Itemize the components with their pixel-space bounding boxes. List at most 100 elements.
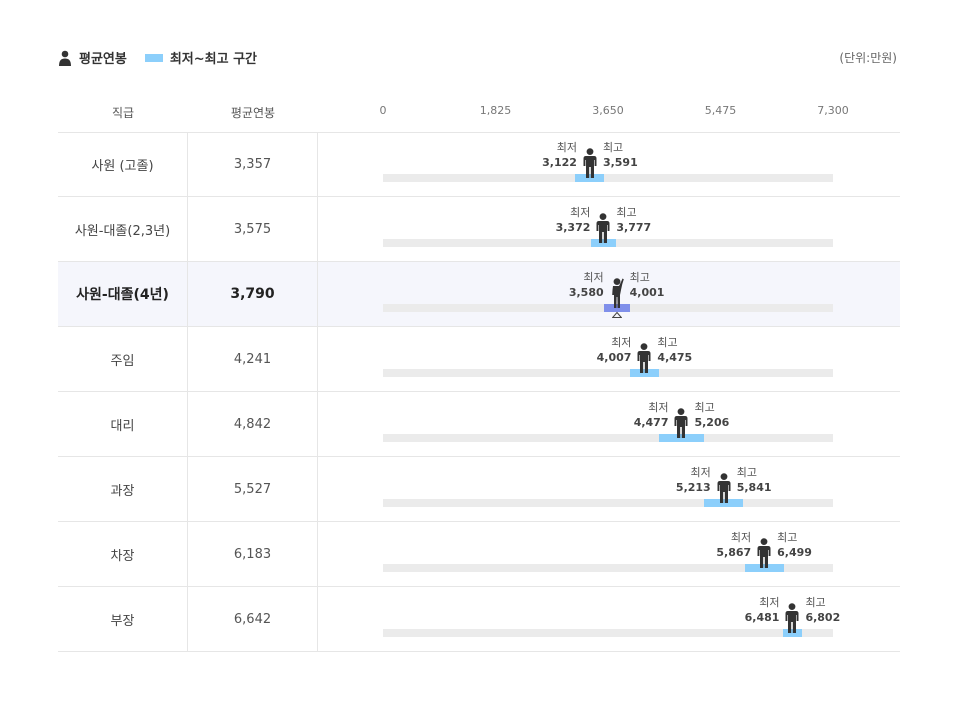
table-header: 직급 평균연봉 0 1,825 3,650 5,475 7,300 bbox=[58, 96, 900, 133]
range-track bbox=[383, 369, 833, 377]
range-track bbox=[383, 629, 833, 637]
range-track bbox=[383, 434, 833, 442]
avg-salary-cell: 4,842 bbox=[188, 392, 318, 456]
max-value: 5,841 bbox=[736, 481, 772, 494]
grade-cell: 대리 bbox=[58, 392, 188, 456]
person-icon bbox=[596, 213, 610, 243]
min-caption: 최저 bbox=[570, 206, 591, 219]
person-icon bbox=[785, 603, 799, 633]
max-salary-label: 최고 5,841 bbox=[737, 465, 772, 495]
min-value: 3,122 bbox=[542, 156, 577, 169]
min-max-range-bar bbox=[630, 369, 659, 377]
max-caption: 최고 bbox=[805, 596, 826, 609]
max-value: 6,499 bbox=[777, 546, 812, 559]
min-max-range-bar bbox=[658, 434, 704, 442]
min-max-range-bar bbox=[782, 629, 803, 637]
person-icon bbox=[583, 148, 597, 178]
min-salary-label: 최저 4,477 bbox=[634, 400, 669, 430]
table-row: 사원 (고졸) 3,357 최저 3,122 최고 3,591 bbox=[58, 132, 900, 197]
min-max-range-bar bbox=[704, 499, 744, 507]
person-icon bbox=[637, 343, 651, 373]
header-grade: 직급 bbox=[111, 106, 135, 120]
max-value: 3,777 bbox=[616, 221, 652, 234]
max-salary-label: 최고 3,591 bbox=[603, 140, 638, 170]
table-row: 주임 4,241 최저 4,007 최고 4,475 bbox=[58, 327, 900, 392]
min-max-range-bar bbox=[575, 174, 605, 182]
x-tick-label: 7,300 bbox=[817, 104, 849, 117]
table-row: 과장 5,527 최저 5,213 최고 5,841 bbox=[58, 457, 900, 522]
x-tick-label: 1,825 bbox=[479, 104, 512, 117]
min-salary-label: 최저 5,867 bbox=[716, 530, 751, 560]
max-caption: 최고 bbox=[657, 336, 678, 349]
legend-range-label: 최저~최고 구간 bbox=[169, 52, 258, 67]
min-salary-label: 최저 3,372 bbox=[556, 205, 591, 235]
min-value: 5,213 bbox=[675, 481, 711, 494]
min-caption: 최저 bbox=[648, 401, 669, 414]
avg-salary-cell: 3,790 bbox=[188, 262, 318, 326]
table-row: 차장 6,183 최저 5,867 최고 6,499 bbox=[58, 522, 900, 587]
min-value: 4,007 bbox=[596, 351, 632, 364]
header-avg-salary: 평균연봉 bbox=[230, 106, 276, 120]
table-row: 부장 6,642 최저 6,481 최고 6,802 bbox=[58, 587, 900, 652]
person-icon bbox=[757, 538, 771, 568]
max-value: 5,206 bbox=[694, 416, 730, 429]
max-caption: 최고 bbox=[616, 206, 637, 219]
max-value: 6,802 bbox=[805, 611, 841, 624]
table-row: 사원-대졸(4년) 3,790 최저 3,580 최고 4,001 bbox=[58, 262, 900, 327]
person-icon bbox=[674, 408, 688, 438]
min-max-range-bar bbox=[590, 239, 616, 247]
max-caption: 최고 bbox=[736, 466, 757, 479]
min-max-range-bar bbox=[603, 304, 630, 312]
min-value: 4,477 bbox=[633, 416, 669, 429]
min-caption: 최저 bbox=[611, 336, 632, 349]
max-caption: 최고 bbox=[694, 401, 715, 414]
range-track bbox=[383, 174, 833, 182]
max-value: 4,475 bbox=[657, 351, 693, 364]
min-salary-label: 최저 5,213 bbox=[676, 465, 711, 495]
x-tick-label: 5,475 bbox=[704, 104, 737, 117]
person-icon bbox=[611, 278, 624, 308]
table-row: 대리 4,842 최저 4,477 최고 5,206 bbox=[58, 392, 900, 457]
max-value: 4,001 bbox=[629, 286, 665, 299]
avg-salary-cell: 5,527 bbox=[188, 457, 318, 521]
min-caption: 최저 bbox=[556, 141, 577, 154]
min-value: 3,372 bbox=[555, 221, 591, 234]
current-position-marker bbox=[611, 312, 622, 318]
max-caption: 최고 bbox=[602, 141, 624, 154]
max-salary-label: 최고 4,475 bbox=[657, 335, 692, 365]
min-caption: 최저 bbox=[583, 271, 604, 284]
x-tick-label: 0 bbox=[379, 104, 387, 117]
grade-cell: 사원-대졸(4년) bbox=[58, 262, 188, 326]
max-caption: 최고 bbox=[629, 271, 650, 284]
max-value: 3,591 bbox=[602, 156, 638, 169]
max-caption: 최고 bbox=[777, 531, 798, 544]
grade-cell: 차장 bbox=[58, 522, 188, 586]
min-salary-label: 최저 6,481 bbox=[745, 595, 780, 625]
unit-label: (단위:만원) bbox=[839, 51, 897, 65]
max-salary-label: 최고 6,499 bbox=[777, 530, 812, 560]
min-salary-label: 최저 3,580 bbox=[569, 270, 604, 300]
min-value: 6,481 bbox=[744, 611, 780, 624]
range-track bbox=[383, 499, 833, 507]
min-caption: 최저 bbox=[690, 466, 711, 479]
table-row: 사원-대졸(2,3년) 3,575 최저 3,372 최고 3,777 bbox=[58, 197, 900, 262]
grade-cell: 사원 (고졸) bbox=[58, 132, 188, 196]
range-track bbox=[383, 564, 833, 572]
min-value: 3,580 bbox=[568, 286, 604, 299]
min-caption: 최저 bbox=[730, 531, 752, 544]
max-salary-label: 최고 3,777 bbox=[616, 205, 651, 235]
min-salary-label: 최저 4,007 bbox=[597, 335, 632, 365]
max-salary-label: 최고 6,802 bbox=[805, 595, 840, 625]
grade-cell: 주임 bbox=[58, 327, 188, 391]
legend-range-swatch bbox=[144, 53, 163, 62]
max-salary-label: 최고 5,206 bbox=[694, 400, 729, 430]
avg-salary-cell: 3,357 bbox=[188, 132, 318, 196]
grade-cell: 과장 bbox=[58, 457, 188, 521]
min-max-range-bar bbox=[744, 564, 784, 572]
grade-cell: 사원-대졸(2,3년) bbox=[58, 197, 188, 261]
avg-salary-cell: 6,642 bbox=[188, 587, 318, 651]
min-value: 5,867 bbox=[716, 546, 752, 559]
max-salary-label: 최고 4,001 bbox=[630, 270, 665, 300]
avg-salary-cell: 3,575 bbox=[188, 197, 318, 261]
person-icon bbox=[59, 50, 71, 66]
